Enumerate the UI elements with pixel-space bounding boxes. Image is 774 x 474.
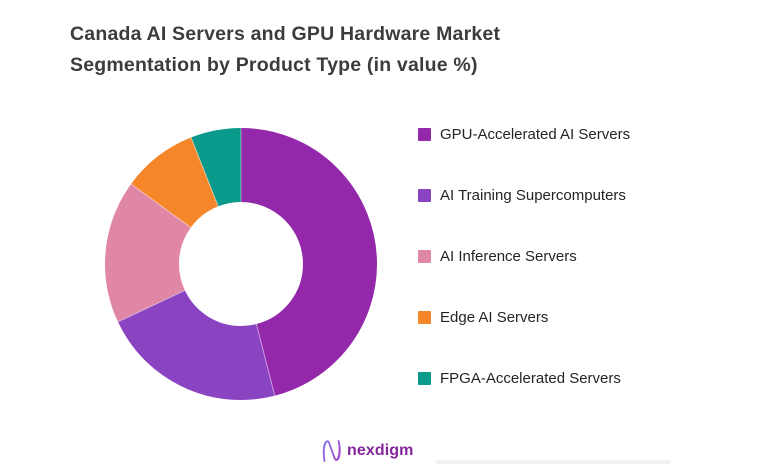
nexdigm-logo-text: nexdigm — [347, 442, 414, 459]
legend-label: FPGA-Accelerated Servers — [440, 369, 621, 387]
legend-swatch — [418, 249, 431, 263]
chart-legend: GPU-Accelerated AI Servers AI Training S… — [418, 118, 630, 431]
legend-label: AI Training Supercomputers — [440, 186, 626, 204]
legend-item: Edge AI Servers — [418, 308, 630, 326]
chart-title-line-1: Canada AI Servers and GPU Hardware Marke… — [70, 23, 501, 45]
bottom-divider — [435, 460, 671, 464]
nexdigm-logo-icon — [322, 440, 341, 462]
slice-seam-1 — [255, 322, 276, 397]
legend-label: GPU-Accelerated AI Servers — [440, 125, 631, 143]
donut-chart-container — [103, 126, 379, 402]
slice-seam-3 — [129, 183, 192, 229]
chart-title-line-2: Segmentation by Product Type (in value %… — [70, 54, 478, 76]
slice-seam-2 — [116, 289, 187, 323]
legend-item: AI Training Supercomputers — [418, 186, 630, 204]
donut-slice-2 — [105, 128, 377, 400]
legend-item: AI Inference Servers — [418, 247, 630, 265]
chart-title: Canada AI Servers and GPU Hardware Marke… — [70, 19, 500, 81]
legend-label: Edge AI Servers — [440, 308, 549, 326]
slice-seam-4 — [190, 136, 220, 208]
legend-item: FPGA-Accelerated Servers — [418, 369, 630, 387]
legend-swatch — [418, 188, 431, 202]
legend-swatch — [418, 127, 431, 141]
legend-label: AI Inference Servers — [440, 247, 577, 265]
donut-chart — [105, 127, 377, 400]
legend-item: GPU-Accelerated AI Servers — [418, 125, 631, 143]
nexdigm-logo: nexdigm — [321, 438, 414, 464]
donut-slice-1 — [105, 128, 377, 400]
donut-slice-4 — [105, 128, 377, 400]
legend-swatch — [418, 310, 431, 324]
legend-swatch — [418, 371, 431, 385]
